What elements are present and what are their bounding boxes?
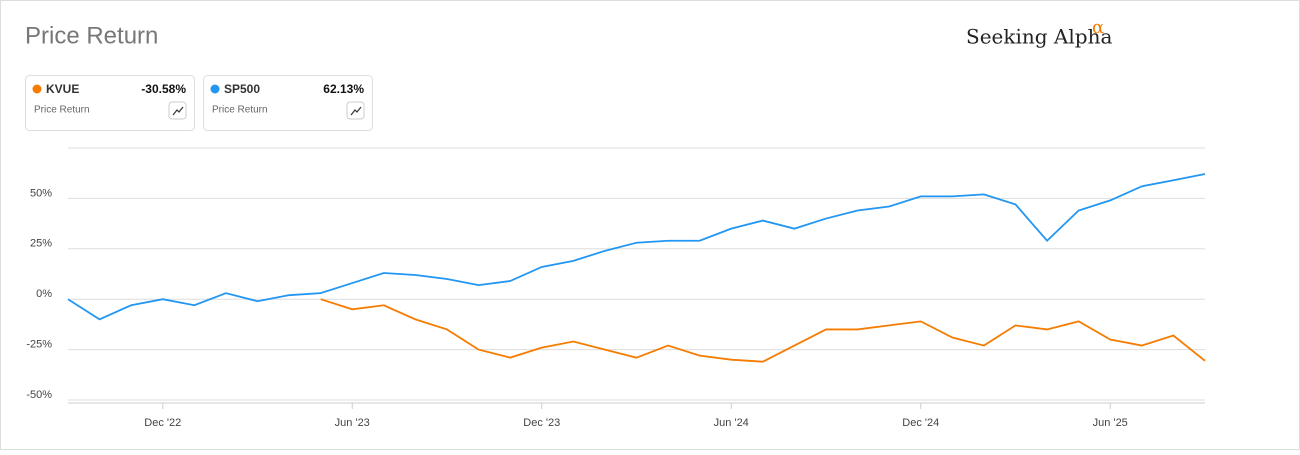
y-tick-label: 0% (36, 288, 52, 300)
page-title: Price Return (25, 22, 158, 49)
x-tick-label: Dec '22 (144, 417, 181, 429)
y-tick-label: 25% (30, 238, 52, 250)
legend-dot (32, 84, 42, 94)
series-line (320, 298, 1206, 363)
y-tick-label: -25% (26, 339, 52, 351)
chart-icon-glyph (172, 106, 184, 116)
y-tick-label: 50% (30, 187, 52, 199)
legend-value: 62.13% (323, 82, 364, 96)
y-tick-label: -50% (26, 389, 52, 401)
x-tick-label: Dec '24 (902, 417, 939, 429)
legend-caption: Price Return (212, 105, 268, 116)
legend-name: SP500 (224, 82, 260, 96)
x-tick-label: Jun '23 (335, 417, 370, 429)
x-tick-label: Jun '25 (1093, 417, 1128, 429)
legend-caption: Price Return (34, 105, 90, 116)
legend-card[interactable] (25, 75, 195, 131)
legend-card[interactable] (203, 75, 373, 131)
logo-mark: α (1092, 17, 1104, 38)
legend-value: -30.58% (141, 82, 186, 96)
x-tick-label: Dec '23 (523, 417, 560, 429)
legend-dot (210, 84, 220, 94)
series-line (67, 173, 1206, 321)
logo: Seeking Alpha (966, 25, 1112, 49)
legend-name: KVUE (46, 82, 79, 96)
x-tick-label: Jun '24 (714, 417, 749, 429)
chart-icon-glyph (350, 106, 362, 116)
